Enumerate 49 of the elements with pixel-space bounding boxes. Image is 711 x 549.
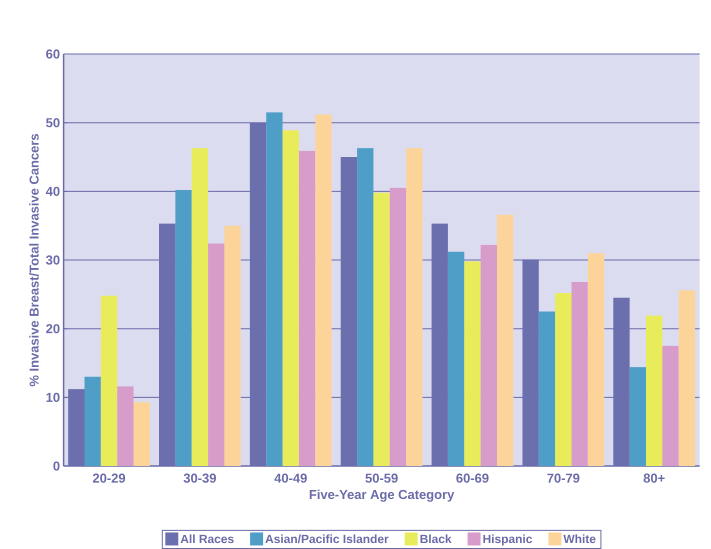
- bar: [298, 150, 316, 466]
- x-tick-label: 30-39: [184, 474, 216, 483]
- bar: [224, 226, 241, 466]
- bar: [208, 244, 224, 466]
- bar: [406, 148, 422, 466]
- legend-label: White: [563, 534, 596, 544]
- x-tick-label: 80+: [644, 474, 665, 483]
- y-tick-label: 50: [46, 118, 60, 128]
- bar: [266, 112, 283, 466]
- x-tick-label: 20-29: [92, 474, 126, 483]
- y-axis-title: % Invasive Breast/Total Invasive Cancers: [29, 134, 39, 386]
- bar: [175, 190, 192, 466]
- x-tick-label: 60-69: [456, 474, 489, 483]
- y-tick-label: 30: [46, 255, 60, 265]
- bar: [572, 282, 588, 466]
- bar: [282, 130, 299, 466]
- bar: [134, 402, 150, 466]
- bar: [117, 386, 134, 466]
- legend-label: All Races: [180, 534, 234, 544]
- bar: [373, 192, 390, 466]
- bar: [390, 188, 406, 466]
- x-axis-title: Five-Year Age Category: [310, 490, 454, 502]
- y-tick-label: 40: [46, 186, 60, 196]
- legend-label: Hispanic: [483, 534, 532, 546]
- bar: [464, 261, 481, 466]
- bar: [646, 316, 662, 466]
- bar: [192, 148, 208, 466]
- x-tick-label: 40-49: [274, 474, 307, 483]
- y-tick-label: 20: [46, 324, 60, 334]
- y-tick-label: 60: [46, 49, 60, 59]
- x-tick-label: 50-59: [365, 474, 398, 483]
- y-tick-label: 0: [53, 461, 60, 471]
- bar: [538, 312, 556, 466]
- bar: [662, 346, 679, 466]
- bar: [480, 244, 497, 466]
- bar: [497, 214, 514, 466]
- legend-label: Black: [420, 534, 452, 544]
- legend-label: Asian/Pacific Islander: [265, 534, 388, 544]
- y-tick-label: 10: [46, 392, 60, 402]
- bar: [100, 296, 118, 466]
- bar: [555, 292, 572, 466]
- bar: [84, 376, 101, 466]
- bar: [357, 148, 374, 466]
- bar: [315, 114, 332, 466]
- x-tick-label: 70-79: [547, 474, 580, 483]
- bar: [678, 290, 696, 466]
- bar: [588, 253, 604, 466]
- bar: [448, 252, 464, 466]
- bar: [630, 367, 646, 466]
